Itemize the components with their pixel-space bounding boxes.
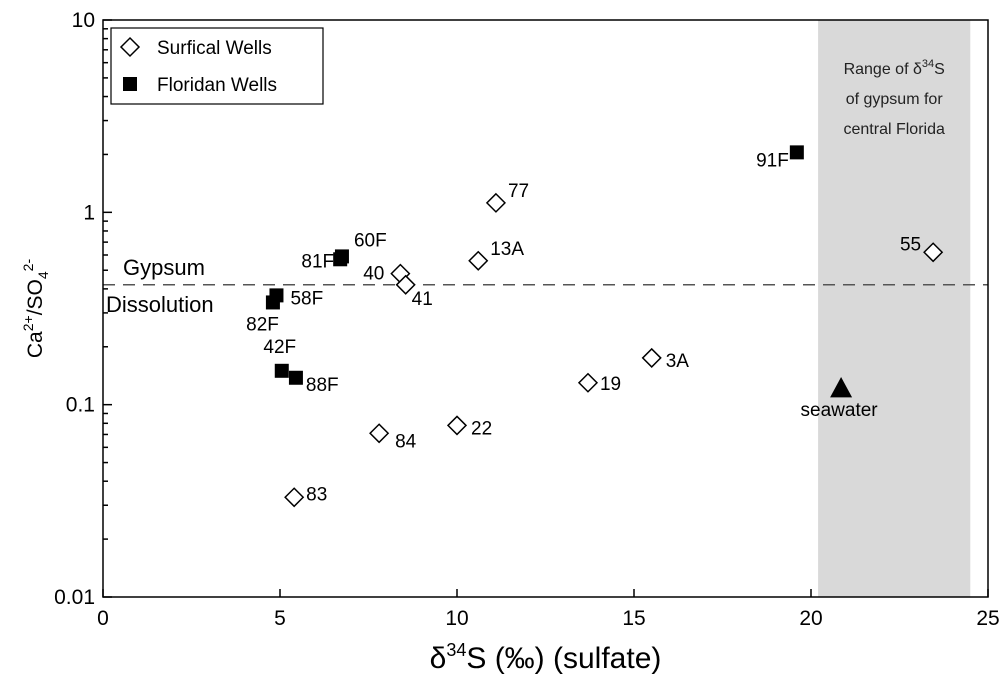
y-tick-label: 1 <box>83 201 95 224</box>
legend-marker-square <box>123 77 137 91</box>
dissolution-label: Dissolution <box>106 292 214 317</box>
data-point-label: 19 <box>600 374 621 395</box>
legend-box <box>110 27 324 105</box>
data-point <box>830 377 853 398</box>
gypsum-range-text-line: of gypsum for <box>846 91 944 108</box>
points-layer <box>265 145 944 508</box>
data-point <box>395 274 416 295</box>
data-point-label: 55 <box>900 234 921 255</box>
data-point <box>369 423 390 444</box>
legend-marker-diamond <box>119 36 141 58</box>
y-tick-label: 10 <box>72 9 95 32</box>
gypsum-label: Gypsum <box>123 255 205 280</box>
y-axis-title-sub: 4 <box>35 271 51 279</box>
data-point <box>577 372 599 393</box>
y-tick-label: 0.1 <box>66 394 95 417</box>
data-point-label: 88F <box>306 375 339 396</box>
x-axis-title-delta: δ <box>430 642 447 675</box>
plot-frame <box>102 19 989 598</box>
data-point-label: 22 <box>471 418 492 439</box>
x-tick-label: 20 <box>799 607 822 630</box>
x-tick-label: 0 <box>97 607 109 630</box>
x-axis-title-sup: 34 <box>446 640 466 660</box>
x-tick-label: 5 <box>274 607 286 630</box>
data-point-label: 82F <box>246 314 279 335</box>
gypsum-range-shade <box>818 20 971 597</box>
y-axis-title-sup2: 2- <box>20 259 36 272</box>
data-point <box>446 415 468 436</box>
data-point-label: 84 <box>395 431 417 452</box>
data-point-label: 13A <box>490 239 524 260</box>
data-point-label: 60F <box>354 230 387 251</box>
data-point <box>284 487 305 508</box>
gypsum-range-text-line: Range of δ34S <box>844 58 945 78</box>
data-point <box>288 370 303 385</box>
data-point <box>641 347 662 368</box>
data-point <box>468 250 489 271</box>
y-axis-title-ca: Ca <box>24 331 47 358</box>
data-point-label: 81F <box>301 251 334 272</box>
x-tick-label: 15 <box>622 607 645 630</box>
data-point-label: 3A <box>666 351 690 372</box>
y-axis-title: Ca2+/SO42- <box>20 259 51 359</box>
y-tick-label: 0.01 <box>54 586 95 609</box>
range-text-part: Range of δ <box>844 61 922 78</box>
data-point-label: 58F <box>290 288 323 309</box>
data-point <box>333 252 348 267</box>
data-point <box>274 363 289 378</box>
data-point-label: 42F <box>263 337 296 358</box>
legend: Surfical Wells Floridan Wells <box>110 27 324 105</box>
range-text-sup: 34 <box>922 58 934 70</box>
data-point-label: 91F <box>756 150 789 171</box>
y-axis-title-sup1: 2+ <box>20 315 36 331</box>
x-tick-label: 10 <box>445 607 468 630</box>
data-point-label: 40 <box>363 264 384 285</box>
data-point <box>923 242 944 263</box>
data-point-label: 41 <box>412 289 433 310</box>
x-tick-label: 25 <box>976 607 999 630</box>
y-axis-title-so: /SO <box>24 279 47 315</box>
data-point-label: 77 <box>508 181 529 202</box>
data-point <box>485 192 507 213</box>
text-layer: Gypsum Dissolution <box>106 255 214 317</box>
legend-entry-label: Surfical Wells <box>157 38 272 59</box>
data-point <box>789 145 804 160</box>
gypsum-range-text-line: central Florida <box>844 121 945 138</box>
x-axis-title-rest: S (‰) (sulfate) <box>466 642 661 675</box>
range-text-part: S <box>934 61 945 78</box>
legend-entry-label: Floridan Wells <box>157 75 277 96</box>
data-point <box>265 295 280 310</box>
data-point-label: 83 <box>306 484 327 505</box>
data-point-label: seawater <box>801 400 879 421</box>
x-axis-title: δ34S (‰) (sulfate) <box>430 640 662 675</box>
